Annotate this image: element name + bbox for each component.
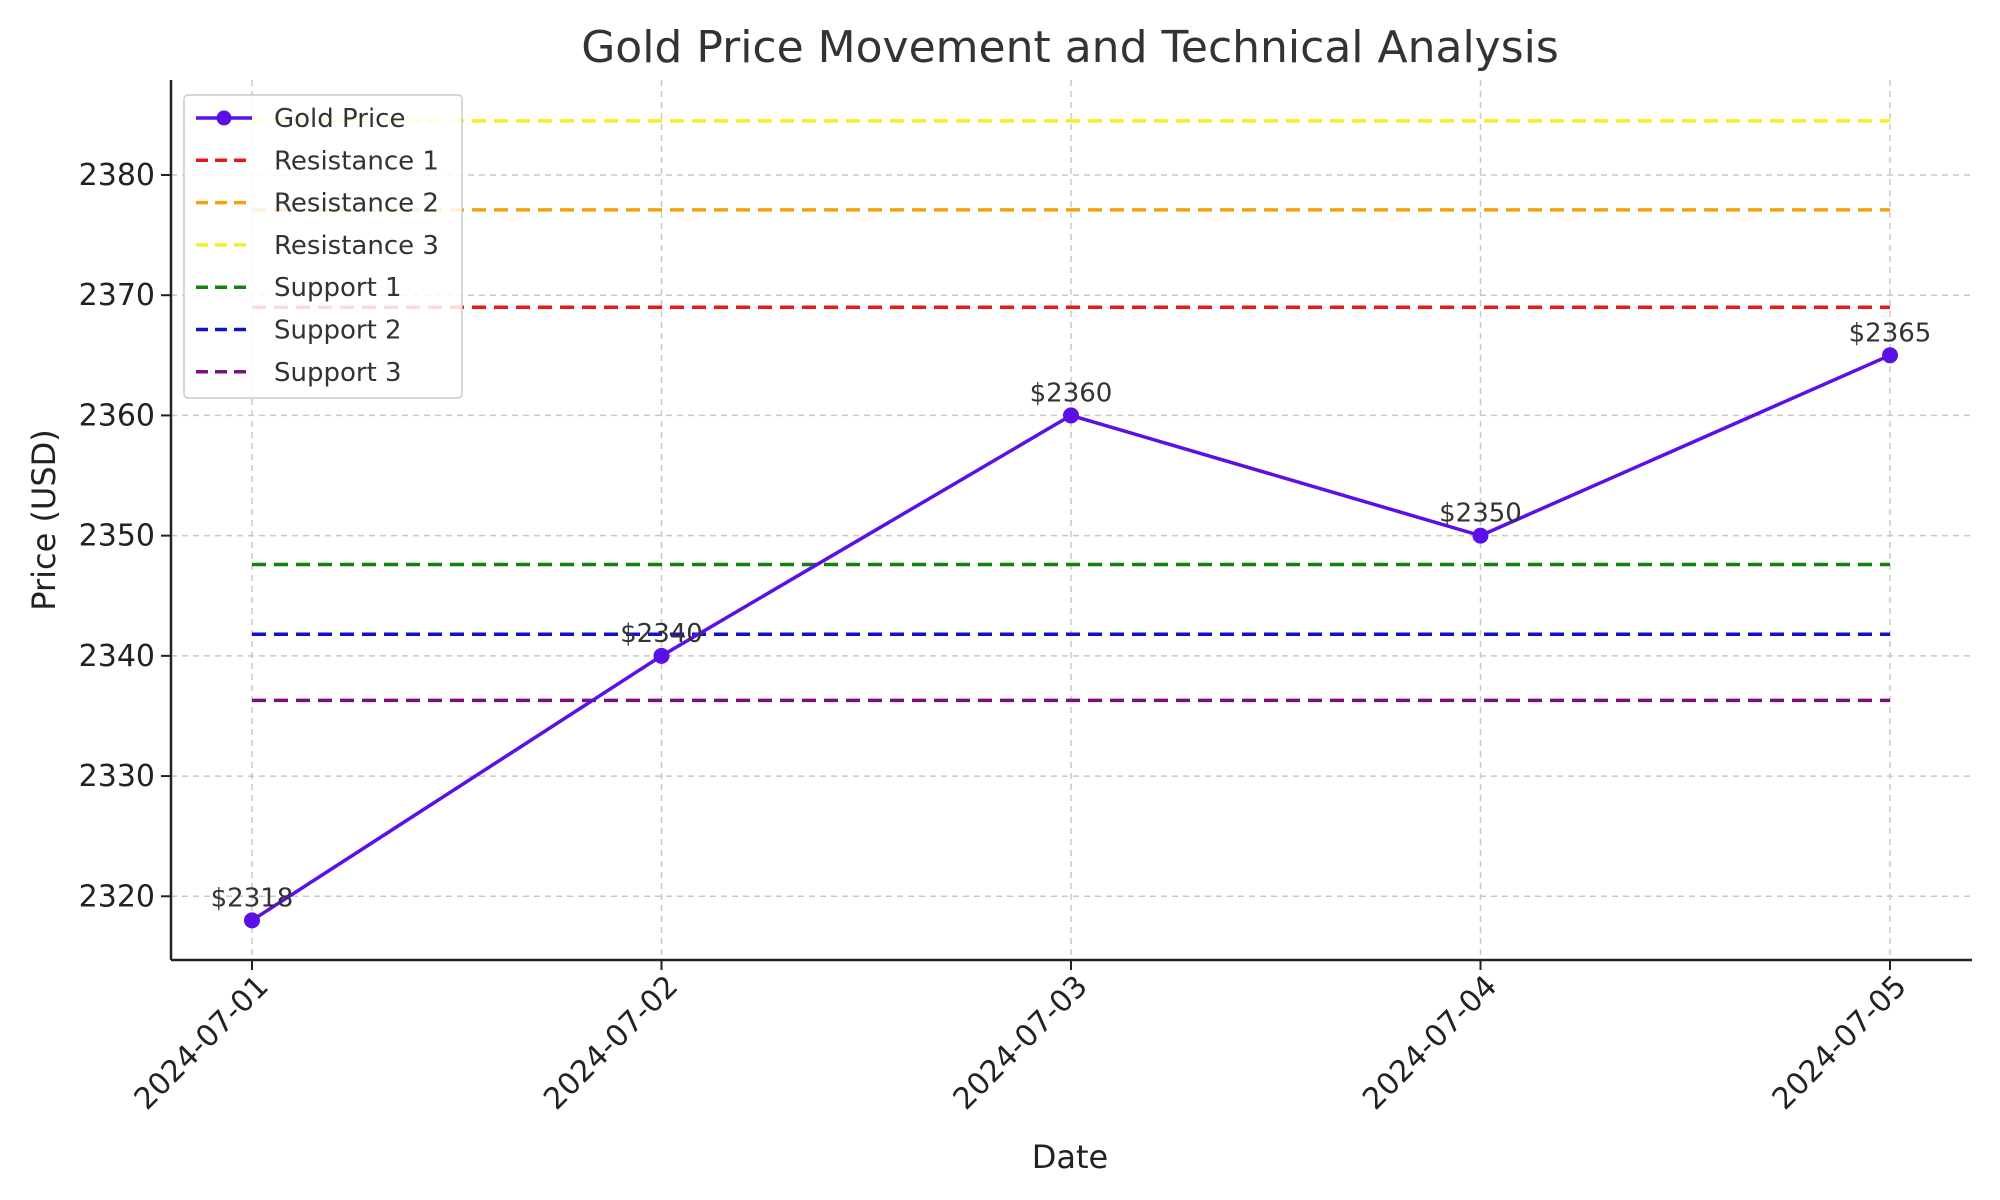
x-axis-label: Date: [1032, 1138, 1108, 1176]
y-tick-label: 2380: [79, 158, 155, 193]
legend-marker: [216, 110, 232, 126]
data-point: [653, 647, 670, 664]
data-label: $2365: [1849, 318, 1932, 348]
x-tick-label: 2024-07-03: [947, 969, 1095, 1117]
legend-label: Resistance 3: [274, 231, 439, 261]
data-point: [1472, 527, 1489, 544]
x-tick-label: 2024-07-01: [128, 969, 276, 1117]
legend-label: Support 1: [274, 273, 402, 303]
legend-label: Resistance 2: [274, 189, 439, 219]
price-series: $2318 $2340 $2360 $2350 $2365: [211, 318, 1932, 929]
data-point: [1882, 347, 1898, 364]
x-tick-label: 2024-07-02: [537, 969, 685, 1117]
y-tick-label: 2340: [79, 639, 155, 674]
legend: Gold Price Resistance 1 Resistance 2 Resist…: [183, 94, 463, 399]
support-resistance-levels: [252, 119, 1890, 703]
chart-title: Gold Price Movement and Technical Analys…: [581, 22, 1559, 73]
data-label: $2340: [620, 619, 703, 649]
data-label: $2360: [1030, 378, 1113, 408]
legend-label: Support 2: [274, 316, 402, 346]
x-tick-label: 2024-07-05: [1766, 969, 1914, 1117]
legend-label: Gold Price: [274, 104, 405, 134]
data-point: [244, 912, 260, 929]
series-line: [251, 353, 1891, 922]
legend-label: Support 3: [274, 358, 402, 388]
y-axis-label: Price (USD): [25, 429, 63, 611]
x-tick-label: 2024-07-04: [1356, 969, 1504, 1117]
y-tick-label: 2350: [79, 519, 155, 554]
data-label: $2318: [211, 883, 294, 913]
y-tick-label: 2330: [79, 759, 155, 794]
data-label: $2350: [1439, 499, 1522, 529]
y-tick-label: 2320: [79, 879, 155, 914]
legend-label: Resistance 1: [274, 146, 439, 176]
data-point: [1063, 407, 1079, 424]
grid: [171, 80, 1972, 960]
y-tick-label: 2360: [79, 398, 155, 433]
legend-box: [183, 94, 463, 399]
y-tick-label: 2370: [79, 278, 155, 313]
